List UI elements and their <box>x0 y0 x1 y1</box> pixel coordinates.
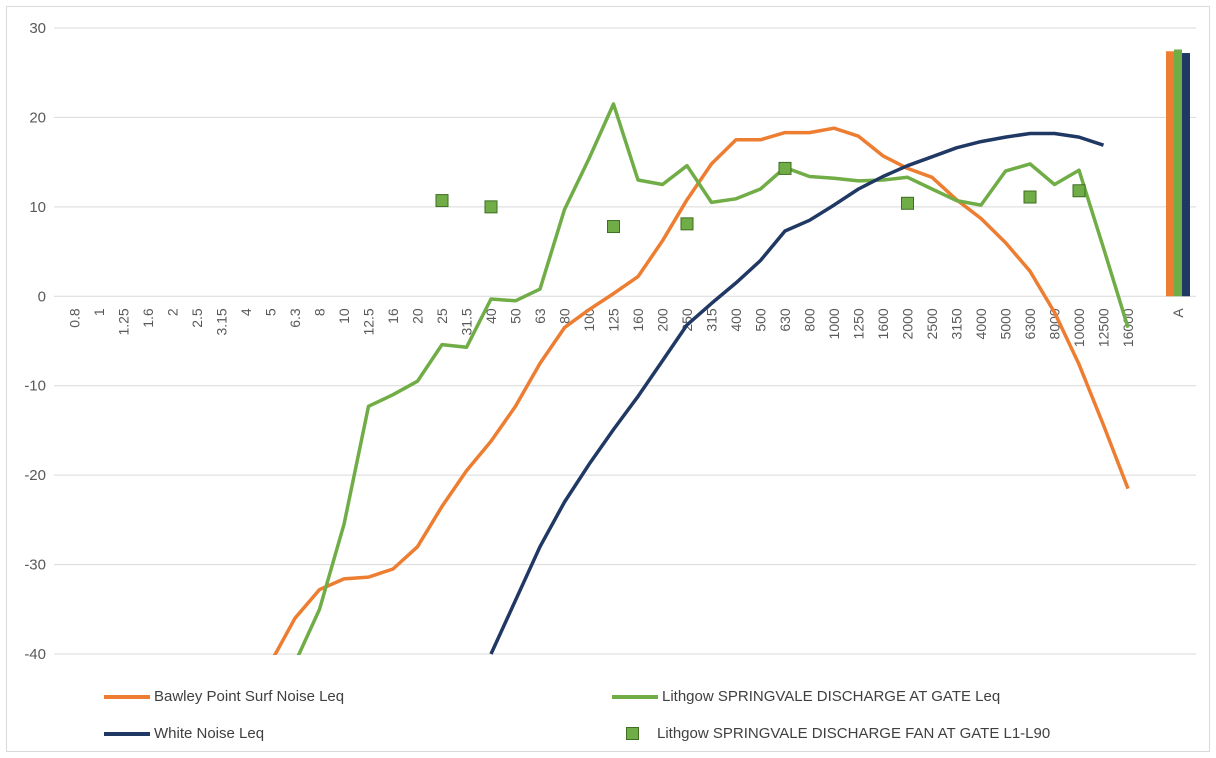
x-tick-label: 16 <box>385 308 401 324</box>
x-tick-label: 1.25 <box>116 308 132 335</box>
x-tick-label: 4000 <box>973 308 989 339</box>
series-line <box>272 126 1130 655</box>
x-tick-label: 3150 <box>949 308 965 339</box>
series-marker <box>680 217 694 231</box>
x-tick-label: 12500 <box>1096 308 1112 347</box>
a-weighted-bars <box>1166 49 1190 297</box>
chart-frame <box>6 6 1210 752</box>
x-tick-label: 8000 <box>1047 308 1063 339</box>
series-marker <box>901 196 914 210</box>
x-tick-label: 2.5 <box>189 308 205 328</box>
a-weighted-bar <box>1174 49 1182 297</box>
y-tick-label: 20 <box>29 109 46 126</box>
x-tick-label: 0.8 <box>67 308 83 328</box>
series-marker <box>484 200 498 214</box>
x-tick-label: 500 <box>753 308 769 332</box>
a-weighted-bar <box>1166 51 1174 297</box>
y-tick-label: -30 <box>24 557 46 574</box>
x-tick-label: 6.3 <box>287 308 303 328</box>
x-tick-label: 40 <box>483 308 499 324</box>
x-tick-label: 4 <box>238 308 254 316</box>
x-axis-ticks: 0.8 1 1.25 1.6 2 2.5 3.15 4 5 6.3 8 10 12.5 16 20 25 31.… <box>67 308 1187 348</box>
y-tick-label: 30 <box>29 20 46 37</box>
x-tick-label: 2500 <box>924 308 940 339</box>
x-tick-label: 5000 <box>998 308 1014 339</box>
series-marker <box>1072 184 1086 198</box>
x-tick-label: 1000 <box>826 308 842 339</box>
x-tick-label: 315 <box>704 308 720 332</box>
x-tick-label: 25 <box>434 308 450 324</box>
y-tick-label: -40 <box>24 646 46 663</box>
x-tick-label: 5 <box>263 308 279 316</box>
y-tick-label: 0 <box>38 288 46 305</box>
y-tick-label: -20 <box>24 467 46 484</box>
series-markers <box>435 161 1086 234</box>
x-tick-label: 20 <box>410 308 426 324</box>
y-axis-ticks: 30 20 10 0 -10 -20 -30 -40 <box>24 20 46 663</box>
x-tick-label: 630 <box>777 308 793 332</box>
x-tick-label: 250 <box>679 308 695 332</box>
y-tick-label: -10 <box>24 378 46 395</box>
x-tick-label: 2000 <box>900 308 916 339</box>
x-tick-label: 63 <box>532 308 548 324</box>
x-tick-label: 2 <box>165 308 181 316</box>
series-marker <box>1023 190 1037 204</box>
x-tick-label: 160 <box>630 308 646 332</box>
x-tick-label: 80 <box>557 308 573 324</box>
x-tick-label: 1250 <box>851 308 867 339</box>
series-line <box>489 131 1105 655</box>
x-tick-label: 6300 <box>1022 308 1038 339</box>
x-tick-label: 1 <box>91 308 107 316</box>
series-line <box>296 102 1130 655</box>
x-tick-label: 12.5 <box>361 308 377 335</box>
series-marker <box>607 220 620 234</box>
x-tick-label: 800 <box>802 308 818 332</box>
x-tick-label: 200 <box>655 308 671 332</box>
series-marker <box>778 161 792 175</box>
series-marker <box>435 194 449 208</box>
series-lines <box>272 102 1130 655</box>
x-tick-label: 31.5 <box>459 308 475 335</box>
x-tick-label: 8 <box>312 308 328 316</box>
x-tick-label: 1600 <box>875 308 891 339</box>
x-tick-label: A <box>1170 308 1186 318</box>
x-tick-label: 50 <box>508 308 524 324</box>
y-tick-label: 10 <box>29 199 46 216</box>
grid-lines <box>54 27 1196 655</box>
x-tick-label: 125 <box>606 308 622 332</box>
a-weighted-bar <box>1182 53 1190 297</box>
x-tick-label: 10 <box>336 308 352 324</box>
x-tick-label: 3.15 <box>214 308 230 335</box>
x-tick-label: 10000 <box>1071 308 1087 347</box>
x-tick-label: 400 <box>728 308 744 332</box>
x-tick-label: 1.6 <box>140 308 156 328</box>
